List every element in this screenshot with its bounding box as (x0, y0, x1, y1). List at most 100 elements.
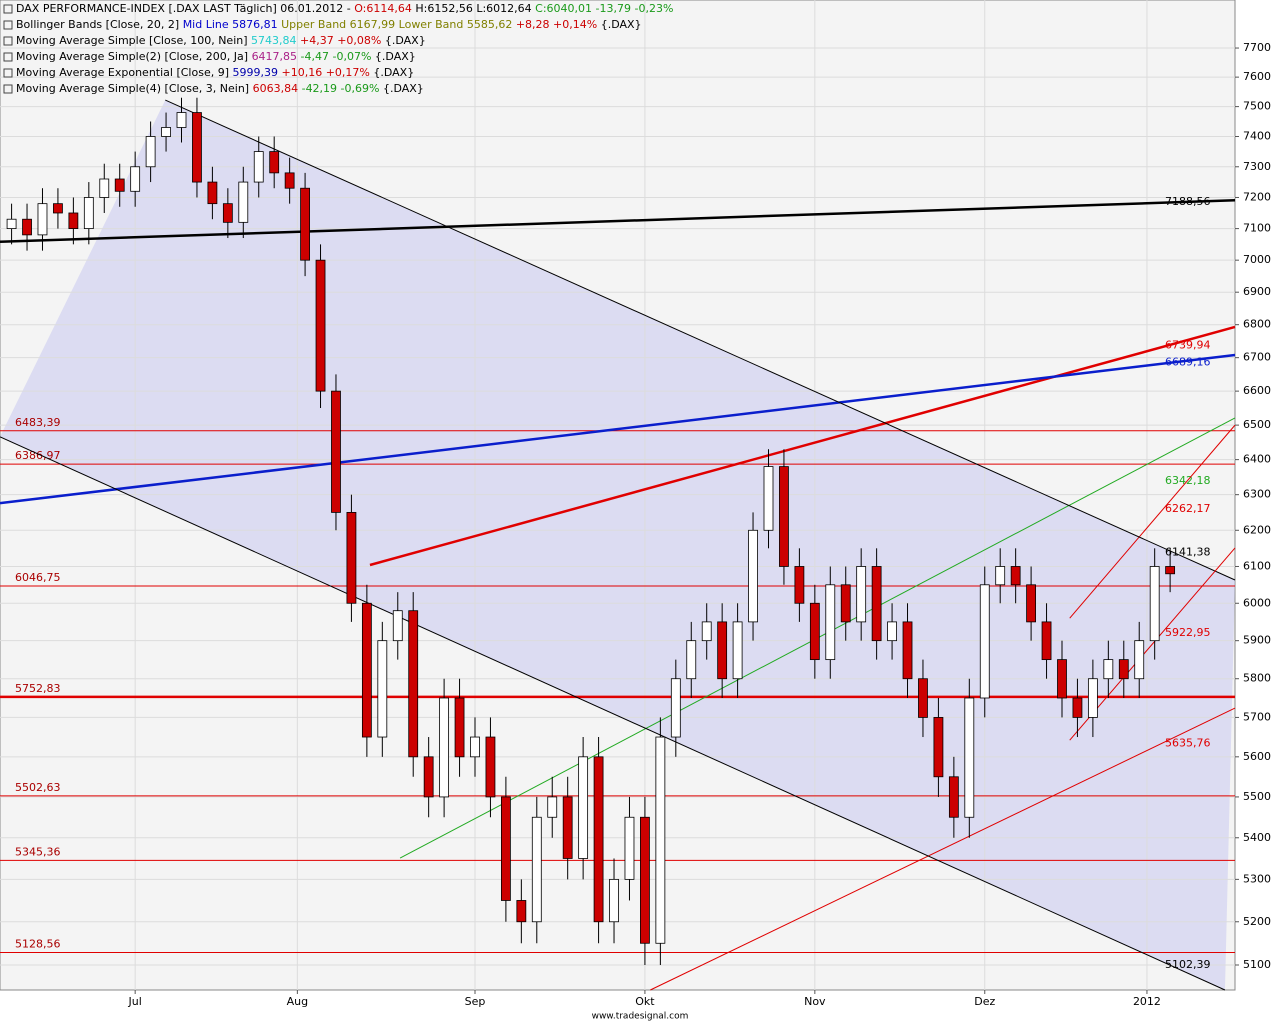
legend-part: {.DAX} (385, 34, 426, 47)
trend-label: 6689,16 (1165, 355, 1211, 368)
candle-body (470, 736, 480, 758)
y-tick-label: 6400 (1243, 453, 1271, 466)
candle-body (732, 621, 743, 680)
y-tick-label: 7300 (1243, 160, 1271, 173)
legend-part: -4,47 -0,07% (301, 50, 375, 63)
candle-body (37, 203, 48, 236)
y-tick-label: 7600 (1243, 70, 1271, 83)
trend-line (1069, 424, 1236, 619)
candle-body (624, 816, 635, 880)
candle-body (361, 602, 372, 738)
x-tick-label: Okt (635, 995, 655, 1008)
candle-body (1010, 566, 1021, 586)
legend-part: +10,16 +0,17% (281, 66, 373, 79)
candle-body (485, 736, 496, 798)
candle-body (686, 640, 697, 680)
candle-body (856, 566, 867, 623)
legend-entry: Moving Average Exponential [Close, 9] 59… (16, 66, 414, 79)
candle-body (825, 584, 836, 661)
candle-body (779, 466, 789, 567)
legend-icon (3, 68, 13, 78)
level-label: 6483,39 (15, 416, 61, 429)
legend: DAX PERFORMANCE-INDEX [.DAX LAST Täglich… (3, 2, 673, 95)
trend-line (0, 353, 1236, 505)
level-label: 5502,63 (15, 781, 61, 794)
candle-body (1165, 566, 1176, 575)
legend-entry: Moving Average Simple(2) [Close, 200, Ja… (16, 50, 416, 63)
candle-body (609, 878, 619, 923)
candle-body (902, 621, 913, 680)
candle-body (578, 756, 589, 859)
y-tick-label: 5400 (1243, 831, 1271, 844)
legend-part: +8,28 +0,14% (516, 18, 601, 31)
trend-label: 7188,56 (1165, 195, 1211, 208)
legend-entry: Bollinger Bands [Close, 20, 2] Mid Line … (16, 18, 642, 31)
trend-label: 5922,95 (1165, 626, 1211, 639)
legend-part: {.DAX} (375, 50, 416, 63)
level-label: 6046,75 (15, 571, 61, 584)
y-tick-label: 5500 (1243, 790, 1271, 803)
y-tick-label: 5300 (1243, 872, 1271, 885)
footer: www.tradesignal.com (592, 1012, 689, 1022)
candle-body (933, 717, 944, 778)
candle-body (207, 181, 218, 205)
candle-body (331, 390, 341, 513)
trend-label: 6262,17 (1165, 502, 1211, 515)
y-tick-label: 7100 (1243, 222, 1271, 235)
candle-body (130, 166, 141, 192)
candle-body (531, 816, 542, 923)
y-tick-label: 6600 (1243, 384, 1271, 397)
legend-part: Moving Average Exponential [Close, 9] (16, 66, 233, 79)
candle-body (979, 584, 990, 699)
candle-body (701, 621, 712, 642)
trend-line (165, 99, 1236, 581)
legend-part: 5999,39 (233, 66, 282, 79)
candle-body (640, 816, 650, 944)
candle-body (1087, 678, 1098, 718)
candle-body (871, 566, 882, 642)
candle-body (253, 151, 264, 183)
y-tick-label: 7000 (1243, 253, 1271, 266)
legend-part: Moving Average Simple(2) [Close, 200, Ja… (16, 50, 252, 63)
legend-entry: Moving Average Simple(4) [Close, 3, Nein… (16, 82, 424, 95)
y-tick-label: 7700 (1243, 41, 1271, 54)
legend-part: O:6114,64 (354, 2, 415, 15)
x-tick-label: 2012 (1133, 995, 1161, 1008)
y-tick-label: 5600 (1243, 750, 1271, 763)
level-label: 5752,83 (15, 682, 61, 695)
legend-entry: Moving Average Simple [Close, 100, Nein]… (16, 34, 426, 47)
y-tick-label: 5100 (1243, 958, 1271, 971)
candle-body (794, 566, 805, 604)
y-tick-label: 7500 (1243, 100, 1271, 113)
candle-body (176, 112, 187, 128)
layers: 5100 5200 5300 5400 5500 5600 5700 5800 5900 6000… (0, 0, 1271, 1008)
trend-line (0, 199, 1236, 244)
candle-body (454, 697, 465, 758)
y-tick-label: 6100 (1243, 559, 1271, 572)
legend-part: Mid Line 5876,81 (183, 18, 281, 31)
candle-body (748, 529, 758, 623)
candle-body (887, 621, 897, 642)
legend-icon (3, 20, 13, 30)
candle-body (222, 203, 233, 223)
candle-body (964, 697, 975, 818)
y-tick-label: 5700 (1243, 710, 1271, 723)
candle-body (99, 178, 110, 198)
candle-body (392, 610, 403, 642)
candle-body (547, 796, 558, 818)
candle-body (300, 187, 310, 261)
legend-part: 6063,84 (253, 82, 302, 95)
level-label: 6386,97 (15, 449, 61, 462)
y-tick-label: 5900 (1243, 634, 1271, 647)
candle-body (284, 172, 295, 189)
candle-body (315, 259, 326, 392)
legend-part: Moving Average Simple(4) [Close, 3, Nein… (16, 82, 253, 95)
candle-body (500, 796, 511, 901)
legend-entry: DAX PERFORMANCE-INDEX [.DAX LAST Täglich… (16, 2, 673, 15)
legend-icon (3, 52, 13, 62)
candle-body (995, 566, 1006, 586)
candle-body (22, 218, 32, 236)
y-tick-label: 5200 (1243, 915, 1271, 928)
candle-body (562, 796, 573, 859)
